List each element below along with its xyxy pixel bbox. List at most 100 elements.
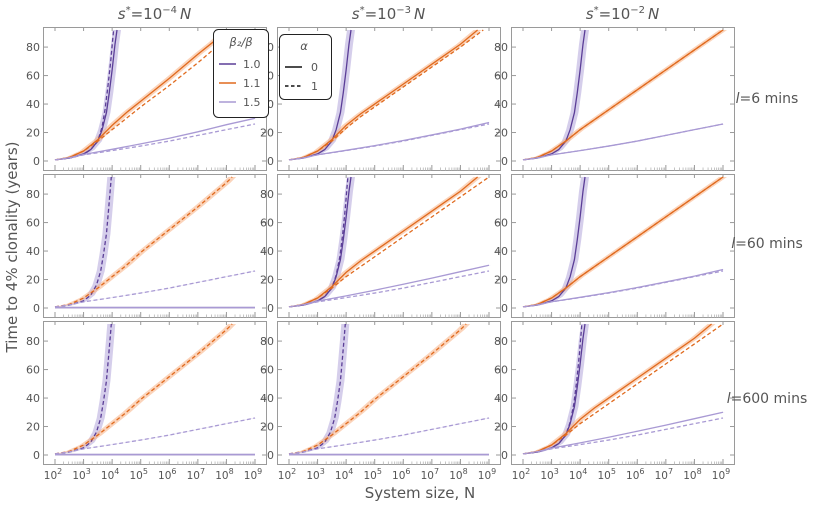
legend-alpha-title: α <box>300 39 308 53</box>
x-tick-label: 105 <box>129 467 147 482</box>
row-header-var: l <box>727 391 731 407</box>
line-ratio-1.1-alpha-0 <box>522 176 724 308</box>
x-tick-exponent: 6 <box>639 467 644 476</box>
row-header-text: =60 mins <box>735 236 803 252</box>
column-header-exp: −2 <box>630 5 645 16</box>
y-tick-label: 20 <box>494 421 508 434</box>
x-tick-mantissa: 10 <box>712 470 725 482</box>
y-tick-label: 20 <box>494 274 508 287</box>
band-ratio-1.1-alpha-1 <box>55 177 237 307</box>
legend-ratio-label: 1.0 <box>243 58 261 71</box>
line-ratio-1.1-alpha-1 <box>288 29 484 161</box>
x-tick-label: 103 <box>72 467 90 482</box>
column-header-star: * <box>360 5 365 16</box>
legend-alpha: α0 1 <box>279 34 332 100</box>
x-tick-label: 109 <box>478 467 496 482</box>
x-tick-mantissa: 10 <box>626 470 639 482</box>
panel-curves <box>288 323 491 456</box>
x-tick-mantissa: 10 <box>421 470 434 482</box>
y-tick-label: 40 <box>26 98 40 111</box>
x-tick-mantissa: 10 <box>278 470 291 482</box>
x-tick-label: 109 <box>712 467 730 482</box>
y-tick-label: 20 <box>26 274 40 287</box>
column-header-0: s*=10−4 N <box>118 5 191 23</box>
y-tick-label: 0 <box>267 449 274 462</box>
y-tick-label: 0 <box>267 155 274 168</box>
x-tick-exponent: 5 <box>143 467 148 476</box>
x-tick-mantissa: 10 <box>335 470 348 482</box>
column-header-2: s*=10−2 N <box>586 5 659 23</box>
x-tick-exponent: 4 <box>114 467 119 476</box>
line-ratio-1.1-alpha-1 <box>54 323 233 455</box>
line-ratio-1.5-alpha-1 <box>522 123 724 161</box>
x-tick-exponent: 2 <box>291 467 296 476</box>
y-tick-label: 80 <box>26 188 40 201</box>
x-tick-mantissa: 10 <box>363 470 376 482</box>
row-header-var: l <box>731 236 735 252</box>
x-tick-mantissa: 10 <box>392 470 405 482</box>
y-tick-label: 80 <box>26 335 40 348</box>
line-ratio-1.5-alpha-1 <box>288 417 490 455</box>
column-header-eq: =10 <box>131 5 163 23</box>
panel-curves <box>288 176 491 308</box>
x-tick-exponent: 4 <box>582 467 587 476</box>
line-ratio-1.5-alpha-1 <box>288 270 490 308</box>
line-ratio-1.0-alpha-1 <box>288 323 346 455</box>
x-tick-exponent: 7 <box>434 467 439 476</box>
x-tick-label: 104 <box>101 467 119 482</box>
x-tick-label: 102 <box>512 467 530 482</box>
column-header-symbol: s <box>586 5 594 23</box>
line-ratio-1.1-alpha-0 <box>522 29 724 161</box>
y-tick-label: 20 <box>260 274 274 287</box>
x-tick-label: 108 <box>683 467 701 482</box>
x-tick-exponent: 3 <box>320 467 325 476</box>
x-tick-mantissa: 10 <box>44 470 57 482</box>
x-tick-label: 106 <box>392 467 410 482</box>
y-tick-label: 0 <box>501 449 508 462</box>
column-header-eq: =10 <box>599 5 631 23</box>
column-header-n: N <box>414 5 425 23</box>
x-tick-exponent: 2 <box>57 467 62 476</box>
y-tick-label: 80 <box>26 41 40 54</box>
row-header-0: l=6 mins <box>736 91 799 107</box>
y-tick-label: 60 <box>494 217 508 230</box>
column-header-exp: −3 <box>396 5 411 16</box>
row-header-2: l=600 mins <box>727 391 808 407</box>
panel-curves <box>54 29 257 161</box>
x-tick-mantissa: 10 <box>683 470 696 482</box>
column-header-symbol: s <box>118 5 126 23</box>
legend-ratio-box <box>213 29 269 118</box>
x-tick-mantissa: 10 <box>129 470 142 482</box>
band-ratio-1.0-alpha-0 <box>55 30 121 160</box>
x-tick-label: 104 <box>335 467 353 482</box>
y-tick-label: 0 <box>267 302 274 315</box>
x-tick-mantissa: 10 <box>478 470 491 482</box>
band-ratio-1.0-alpha-0 <box>289 177 355 307</box>
y-tick-label: 60 <box>494 70 508 83</box>
row-header-var: l <box>736 91 740 107</box>
y-axis-label: Time to 4% clonality (years) <box>3 141 21 353</box>
y-tick-label: 60 <box>26 70 40 83</box>
line-ratio-1.5-alpha-1 <box>288 123 490 161</box>
y-tick-label: 0 <box>33 155 40 168</box>
legend-alpha-label: 0 <box>311 61 318 74</box>
band-ratio-1.1-alpha-1 <box>289 324 471 454</box>
panel-curves <box>522 29 727 161</box>
y-tick-label: 40 <box>26 392 40 405</box>
line-ratio-1.5-alpha-1 <box>54 270 256 308</box>
x-axis-label: System size, N <box>365 484 476 502</box>
line-ratio-1.1-alpha-1 <box>288 323 467 455</box>
y-tick-label: 80 <box>260 335 274 348</box>
y-tick-label: 80 <box>494 188 508 201</box>
x-tick-exponent: 9 <box>491 467 496 476</box>
legend-ratio: β₂/β 1.0 1.1 1.5 <box>213 29 269 118</box>
x-tick-mantissa: 10 <box>244 470 257 482</box>
y-tick-label: 60 <box>494 364 508 377</box>
line-ratio-1.5-alpha-0 <box>522 411 724 455</box>
column-header-n: N <box>180 5 191 23</box>
y-tick-label: 60 <box>26 217 40 230</box>
